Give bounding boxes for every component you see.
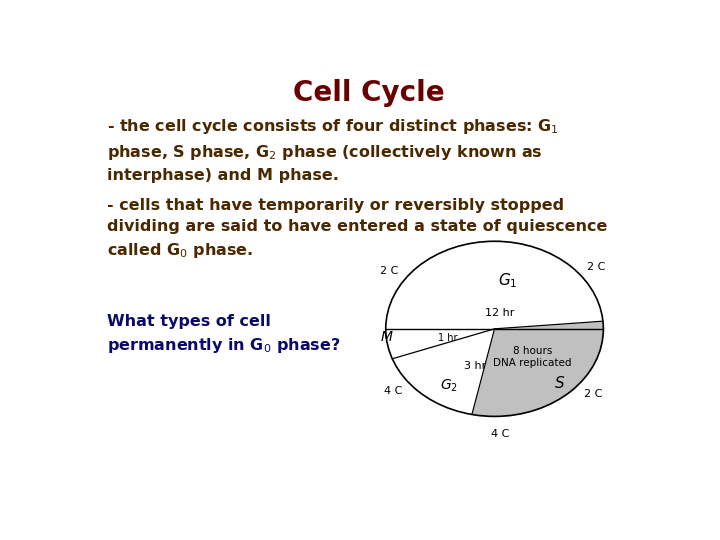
Text: 2 C: 2 C [587, 262, 605, 272]
Text: What types of cell
permanently in G$_0$ phase?: What types of cell permanently in G$_0$ … [107, 314, 341, 355]
Text: - cells that have temporarily or reversibly stopped
dividing are said to have en: - cells that have temporarily or reversi… [107, 198, 607, 260]
Text: $G_2$: $G_2$ [440, 377, 458, 394]
Text: 3 hr: 3 hr [464, 361, 486, 370]
Polygon shape [386, 329, 495, 359]
Text: - the cell cycle consists of four distinct phases: G$_1$
phase, S phase, G$_2$ p: - the cell cycle consists of four distin… [107, 117, 559, 183]
Text: 4 C: 4 C [384, 386, 402, 396]
Text: 8 hours
DNA replicated: 8 hours DNA replicated [493, 346, 572, 368]
Text: 12 hr: 12 hr [485, 308, 515, 318]
Polygon shape [392, 329, 495, 415]
Text: $M$: $M$ [380, 330, 393, 344]
Text: $S$: $S$ [554, 375, 565, 391]
Text: Cell Cycle: Cell Cycle [293, 79, 445, 107]
Text: 1 hr: 1 hr [438, 333, 457, 342]
Polygon shape [386, 241, 603, 329]
Polygon shape [472, 321, 603, 416]
Text: $G_1$: $G_1$ [498, 271, 518, 290]
Text: 2 C: 2 C [380, 266, 399, 276]
Text: 4 C: 4 C [491, 429, 509, 439]
Text: 2 C: 2 C [584, 389, 602, 399]
